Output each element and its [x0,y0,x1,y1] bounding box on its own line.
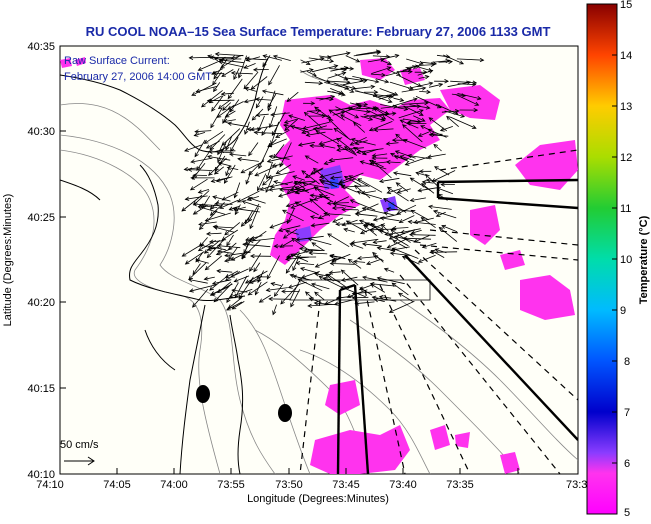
colorbar-label: Temperature (°C) [638,215,650,304]
x-tick-label: 74:00 [160,479,188,491]
colorbar-tick-label: 13 [620,101,632,113]
y-tick-label: 40:25 [27,212,55,224]
raw-current-date: February 27, 2006 14:00 GMT [64,71,212,83]
y-tick-label: 40:10 [27,469,55,481]
x-tick-label: 74:05 [103,479,131,491]
colorbar-tick-label: 10 [620,254,632,266]
colorbar-tick-label: 12 [620,152,632,164]
current-vector [314,129,333,130]
y-tick-label: 40:30 [27,126,55,138]
colorbar-tick-label: 14 [620,50,632,62]
current-vector [430,252,457,253]
y-tick-label: 40:35 [27,41,55,53]
radar-site-marker [278,404,292,422]
current-vector [333,208,344,209]
colorbar-tick-label: 6 [624,458,630,470]
x-tick-label: 73:35 [446,479,474,491]
y-axis-label: Latitude (Degrees:Minutes) [2,194,14,327]
colorbar-tick-label: 8 [624,356,630,368]
colorbar-tick-label: 9 [620,305,626,317]
colorbar-tick-label: 7 [624,407,630,419]
current-vector [208,100,235,101]
scale-arrow-label: 50 cm/s [60,439,99,451]
x-tick-label: 73:3 [566,479,587,491]
raw-current-label: Raw Surface Current: [64,55,170,67]
x-tick-label: 73:50 [275,479,303,491]
colorbar-tick-label: 11 [620,203,631,215]
x-tick-label: 73:45 [332,479,360,491]
radar-site-marker [196,385,210,403]
colorbar-tick-label: 5 [624,507,630,519]
colorbar-tick-label: 15 [620,0,632,11]
x-axis-label: Longitude (Degrees:Minutes) [247,493,389,505]
map-title: RU COOL NOAA–15 Sea Surface Temperature:… [86,24,551,39]
x-tick-label: 73:55 [217,479,245,491]
current-vector [215,204,232,205]
y-tick-label: 40:20 [27,297,55,309]
x-tick-label: 73:40 [389,479,417,491]
y-tick-label: 40:15 [27,383,55,395]
